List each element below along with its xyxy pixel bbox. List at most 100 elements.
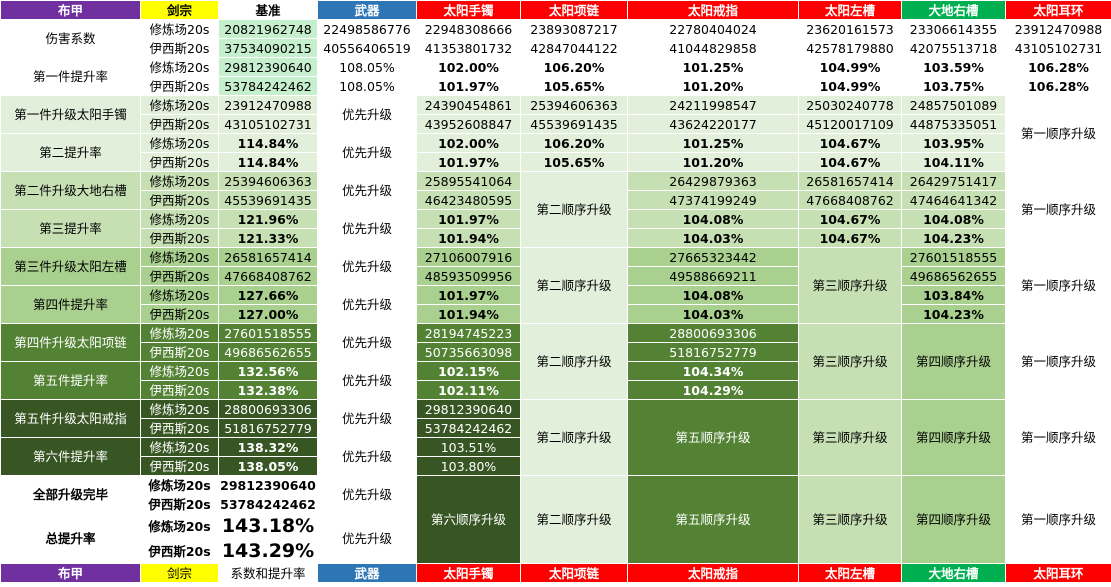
- up4-b-bracelet: 50735663098: [416, 342, 521, 362]
- footer-sun-bracelet: 太阳手镯: [416, 563, 521, 583]
- dmg-a-bracelet: 22948308666: [416, 19, 521, 39]
- dmg-a-right-slot: 23306614355: [901, 19, 1006, 39]
- up5-row-a: 第五件升级太阳戒指 修炼场20s 28800693306 优先升级 298123…: [0, 399, 1111, 476]
- up2-b-left-slot: 47668408762: [798, 190, 902, 210]
- up1-rate-b-left-slot: 104.67%: [798, 152, 902, 172]
- up5-right-slot-order: 第四顺序升级: [901, 399, 1006, 476]
- footer-cloth: 布甲: [0, 563, 141, 583]
- label-b: 伊西斯20s: [140, 494, 219, 514]
- label-b: 伊西斯20s: [140, 76, 219, 96]
- up3-necklace-order: 第二顺序升级: [520, 247, 628, 324]
- up5-rate-a-baseline: 138.32%: [218, 437, 318, 457]
- rate1-a-baseline: 29812390640: [218, 57, 318, 77]
- label-a: 修炼场20s: [140, 57, 219, 77]
- up3-a-bracelet: 27106007916: [416, 247, 521, 267]
- up4-necklace-order: 第二顺序升级: [520, 323, 628, 400]
- up2-b-ring: 47374199249: [627, 190, 799, 210]
- label-a: 修炼场20s: [140, 361, 219, 381]
- label-a: 修炼场20s: [140, 437, 219, 457]
- up3-rate-row-b: 伊西斯20s 127.00% 101.94% 104.03% 104.23%: [1, 304, 1111, 324]
- up3-rate-a-baseline: 127.66%: [218, 285, 318, 305]
- done-row-a: 全部升级完毕 修炼场20s 29812390640 优先升级 第六顺序升级 第二…: [0, 475, 1111, 564]
- label-b: 伊西斯20s: [140, 190, 219, 210]
- up2-b-bracelet: 46423480595: [416, 190, 521, 210]
- up3-rate-weapon-priority: 优先升级: [317, 285, 417, 324]
- footer-sun-ring: 太阳戒指: [627, 563, 799, 583]
- up4-a-baseline: 27601518555: [218, 323, 318, 343]
- label-a: 修炼场20s: [140, 247, 219, 267]
- up2-earring-order: 第一顺序升级: [1005, 171, 1111, 248]
- up5-row-b: 伊西斯20s 51816752779 53784242462: [1, 418, 1111, 438]
- dmg-b-right-slot: 42075513718: [901, 38, 1006, 58]
- up2-necklace-order: 第二顺序升级: [520, 171, 628, 248]
- label-a: 修炼场20s: [140, 171, 219, 191]
- up1-weapon-priority: 优先升级: [317, 95, 417, 134]
- label-b: 伊西斯20s: [140, 38, 219, 58]
- label-a: 修炼场20s: [140, 19, 219, 39]
- total-weapon-priority: 优先升级: [317, 513, 417, 564]
- up1-rate-row-a: 第二提升率 修炼场20s 114.84% 优先升级 102.00% 106.20…: [0, 133, 1111, 172]
- up5-rate-row-b: 伊西斯20s 138.05% 103.80%: [1, 456, 1111, 476]
- dmg-a-ring: 22780404024: [627, 19, 799, 39]
- up5-a-baseline: 28800693306: [218, 399, 318, 419]
- up1-rate-b-bracelet: 101.97%: [416, 152, 521, 172]
- label-b: 伊西斯20s: [140, 266, 219, 286]
- up1-rate-b-baseline: 114.84%: [218, 152, 318, 172]
- final-right-slot-order: 第四顺序升级: [901, 475, 1006, 564]
- dmg-a-left-slot: 23620161573: [798, 19, 902, 39]
- up3-b-ring: 49588669211: [627, 266, 799, 286]
- footer-weapon: 武器: [317, 563, 417, 583]
- header-earth-right-slot: 大地右槽: [901, 0, 1006, 20]
- label-b: 伊西斯20s: [140, 114, 219, 134]
- up3-rate-b-bracelet: 101.94%: [416, 304, 521, 324]
- up2-a-left-slot: 26581657414: [798, 171, 902, 191]
- up2-rate-weapon-priority: 优先升级: [317, 209, 417, 248]
- label-a: 修炼场20s: [140, 209, 219, 229]
- dmg-b-left-slot: 42578179880: [798, 38, 902, 58]
- total-a-value: 143.18%: [218, 513, 318, 539]
- up5-b-bracelet: 53784242462: [416, 418, 521, 438]
- up2-rate-b-baseline: 121.33%: [218, 228, 318, 248]
- up2-a-right-slot: 26429751417: [901, 171, 1006, 191]
- up4-rate-a-bracelet: 102.15%: [416, 361, 521, 381]
- dmg-b-weapon: 40556406519: [317, 38, 417, 58]
- damage-title: 伤害系数: [0, 19, 141, 58]
- header-sun-ring: 太阳戒指: [627, 0, 799, 20]
- up1-a-left-slot: 25030240778: [798, 95, 902, 115]
- final-earring-order: 第一顺序升级: [1005, 475, 1111, 564]
- up3-earring-order: 第一顺序升级: [1005, 247, 1111, 324]
- rate1-b-necklace: 105.65%: [520, 76, 628, 96]
- done-b-value: 53784242462: [218, 494, 318, 514]
- up3-a-right-slot: 27601518555: [901, 247, 1006, 267]
- up1-rate-row-b: 伊西斯20s 114.84% 101.97% 105.65% 101.20% 1…: [1, 152, 1111, 172]
- up4-a-bracelet: 28194745223: [416, 323, 521, 343]
- up5-rate-weapon-priority: 优先升级: [317, 437, 417, 476]
- up4-a-ring: 28800693306: [627, 323, 799, 343]
- label-a: 修炼场20s: [140, 513, 219, 539]
- footer-sun-left-slot: 太阳左槽: [798, 563, 902, 583]
- label-b: 伊西斯20s: [140, 456, 219, 476]
- up1-b-bracelet: 43952608847: [416, 114, 521, 134]
- final-left-slot-order: 第三顺序升级: [798, 475, 902, 564]
- footer-coef: 系数和提升率: [218, 563, 318, 583]
- rate1-row-a: 第一件提升率 修炼场20s 29812390640 108.05% 102.00…: [0, 57, 1111, 96]
- dmg-a-weapon: 22498586776: [317, 19, 417, 39]
- up2-rate-row-a: 第三提升率 修炼场20s 121.96% 优先升级 101.97% 104.08…: [0, 209, 1111, 248]
- label-a: 修炼场20s: [140, 399, 219, 419]
- up4-row-a: 第四件升级太阳项链 修炼场20s 27601518555 优先升级 281947…: [0, 323, 1111, 400]
- header-sun-necklace: 太阳项链: [520, 0, 628, 20]
- up2-weapon-priority: 优先升级: [317, 171, 417, 210]
- up2-rate-a-bracelet: 101.97%: [416, 209, 521, 229]
- done-weapon-priority: 优先升级: [317, 475, 417, 514]
- header-cloth: 布甲: [0, 0, 141, 20]
- up3-rate-row-a: 第四件提升率 修炼场20s 127.66% 优先升级 101.97% 104.0…: [0, 285, 1111, 324]
- rate1-a-bracelet: 102.00%: [416, 57, 521, 77]
- header-sun-left-slot: 太阳左槽: [798, 0, 902, 20]
- up4-left-slot-order: 第三顺序升级: [798, 323, 902, 400]
- up1-a-bracelet: 24390454861: [416, 95, 521, 115]
- label-b: 伊西斯20s: [140, 152, 219, 172]
- up5-left-slot-order: 第三顺序升级: [798, 399, 902, 476]
- up5-necklace-order: 第二顺序升级: [520, 399, 628, 476]
- header-weapon: 武器: [317, 0, 417, 20]
